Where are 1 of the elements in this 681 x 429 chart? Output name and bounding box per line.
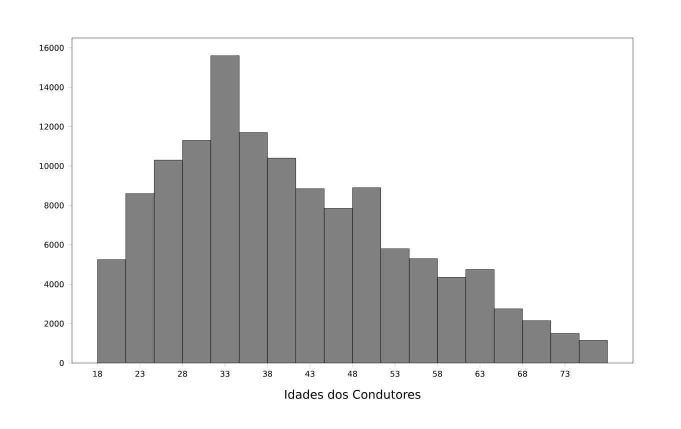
- x-axis-title: Idades dos Condutores: [285, 390, 420, 399]
